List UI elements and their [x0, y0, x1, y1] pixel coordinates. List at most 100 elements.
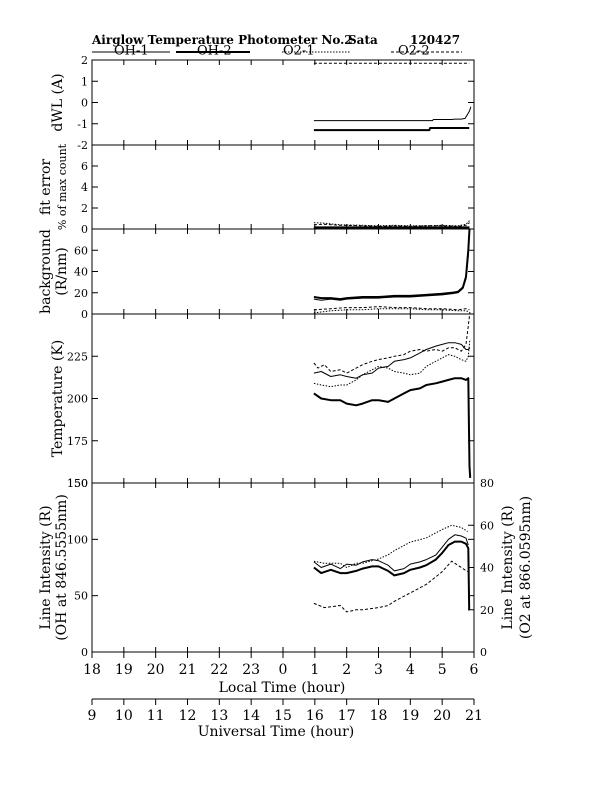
panel-dwl: -2 -1 0 1 2 dWL (A): [50, 54, 475, 152]
series-temperature-o2-1: [313, 339, 471, 388]
local-time-tick-label: 6: [470, 662, 479, 678]
local-time-tick-label: 4: [406, 662, 415, 678]
legend-label-o2-2: O2-2: [398, 44, 430, 59]
y-tick-label-line-intensity: 100: [67, 533, 88, 546]
ut-tick-label: 19: [401, 708, 419, 724]
ut-tick-label: 12: [179, 708, 197, 724]
panels: -2 -1 0 1 2 dWL (A) 0 2 4 6 fit error% of max coun…: [38, 54, 534, 659]
y-tick-label-line-intensity: 0: [81, 646, 88, 659]
local-time-tick-label: 20: [147, 662, 165, 678]
series-background-oh-1: [313, 228, 470, 301]
series-temperature-oh-1: [313, 342, 471, 379]
y-tick-label-temperature: 175: [67, 435, 88, 448]
y-tick-label-background: 20: [74, 287, 88, 300]
ut-tick-label: 20: [433, 708, 451, 724]
y-label-line-intensity: Line Intensity (R): [38, 505, 54, 629]
ut-tick-label: 17: [338, 708, 356, 724]
ut-tick-label: 14: [242, 708, 260, 724]
panel-frame-temperature: [91, 313, 475, 484]
local-time-label: Local Time (hour): [219, 680, 346, 696]
series-line-intensity-oh-2: [313, 540, 471, 611]
date-code: 120427: [410, 33, 460, 47]
y-label2-fit-error: % of max count: [56, 143, 69, 230]
local-time-tick-label: 21: [179, 662, 197, 678]
series-fit-error-o2-1: [313, 220, 470, 227]
ut-tick-label: 15: [274, 708, 292, 724]
ut-tick-label: 9: [88, 708, 97, 724]
y-tick-label-fit-error: 2: [81, 202, 88, 215]
y-label-fit-error: fit error: [38, 159, 54, 216]
local-time-tick-label: 18: [83, 662, 101, 678]
figure-title: Airglow Temperature Photometer No.2: [91, 33, 353, 47]
local-time-tick-label: 3: [374, 662, 383, 678]
ut-tick-label: 21: [465, 708, 483, 724]
y-label2-line-intensity: (OH at 846.5555nm): [54, 494, 70, 641]
y-tick-label-temperature: 225: [67, 350, 88, 363]
y-tick-label-right: 20: [480, 604, 494, 617]
y-label-right2: (O2 at 866.0595nm): [518, 496, 534, 639]
y-tick-label-fit-error: 0: [81, 223, 88, 236]
panel-background: 0 20 40 60 background (R/nm): [38, 228, 475, 321]
series-dwl-oh-1: [313, 106, 472, 122]
series-temperature-o2-2: [313, 311, 471, 374]
y-tick-label-line-intensity: 50: [74, 590, 88, 603]
ut-tick-label: 13: [210, 708, 228, 724]
universal-time-label: Universal Time (hour): [198, 724, 355, 740]
ut-tick-label: 18: [370, 708, 388, 724]
station-name: Sata: [348, 33, 378, 47]
local-time-tick-label: 22: [210, 662, 228, 678]
y-tick-label-line-intensity: 150: [67, 477, 88, 490]
local-time-tick-label: 1: [310, 662, 319, 678]
series-line-intensity-o2-1: [313, 524, 468, 568]
series-background-oh-2: [313, 228, 471, 301]
series-dwl-oh-2: [313, 127, 470, 132]
y-tick-label-right: 0: [480, 646, 487, 659]
local-time-tick-label: 23: [242, 662, 260, 678]
y-tick-label-dwl: 1: [81, 75, 88, 88]
ut-tick-label: 11: [147, 708, 165, 724]
series-background-o2-1: [313, 308, 470, 314]
y-tick-label-dwl: 0: [81, 97, 88, 110]
y-label-background: background: [38, 229, 54, 314]
legend: OH-1 OH-2 O2-1 O2-2: [92, 44, 462, 59]
legend-label-o2-1: O2-1: [283, 44, 315, 59]
y-tick-label-dwl: -2: [77, 139, 88, 152]
universal-time-axis: 9 10 11 12 13 14 15 16 17 18 19 20 21: [88, 698, 483, 724]
local-time-tick-label: 0: [279, 662, 288, 678]
panel-frame-background: [91, 228, 475, 315]
local-time-tick-label: 19: [115, 662, 133, 678]
local-time-axis: 18 19 20 21 22 23 0 1 2 3 4 5 6: [83, 652, 479, 678]
local-time-tick-label: 5: [438, 662, 447, 678]
legend-label-oh-1: OH-1: [114, 44, 149, 59]
y-tick-label-background: 0: [81, 308, 88, 321]
panel-frame-fit-error: [91, 144, 475, 230]
local-time-tick-label: 2: [342, 662, 351, 678]
y-tick-label-dwl: -1: [77, 118, 88, 131]
y-tick-label-fit-error: 6: [81, 160, 88, 173]
y-tick-label-temperature: 150: [67, 477, 88, 490]
series-line-intensity-o2-2: [313, 560, 468, 613]
series-fit-error-o2-2: [313, 222, 470, 227]
legend-label-oh-2: OH-2: [197, 44, 232, 59]
series-temperature-oh-2: [313, 377, 472, 478]
y-tick-label-right: 60: [480, 519, 494, 532]
y-label2-background: (R/nm): [54, 247, 70, 295]
ut-tick-label: 10: [115, 708, 133, 724]
series-background-o2-2: [313, 306, 470, 311]
y-tick-label-right: 40: [480, 562, 494, 575]
ut-tick-label: 16: [306, 708, 324, 724]
y-label-dwl: dWL (A): [50, 73, 66, 131]
y-label-temperature: Temperature (K): [50, 340, 66, 458]
panel-fit-error: 0 2 4 6 fit error% of max count: [38, 143, 475, 236]
y-tick-label-dwl: 2: [81, 54, 88, 67]
y-tick-label-fit-error: 4: [81, 181, 88, 194]
y-label-right: Line Intensity (R): [500, 505, 516, 629]
series-line-intensity-oh-1: [313, 534, 469, 572]
y-tick-label-temperature: 200: [67, 393, 88, 406]
y-tick-label-background: 40: [74, 266, 88, 279]
y-tick-label-right: 80: [480, 477, 494, 490]
y-tick-label-background: 60: [74, 244, 88, 257]
